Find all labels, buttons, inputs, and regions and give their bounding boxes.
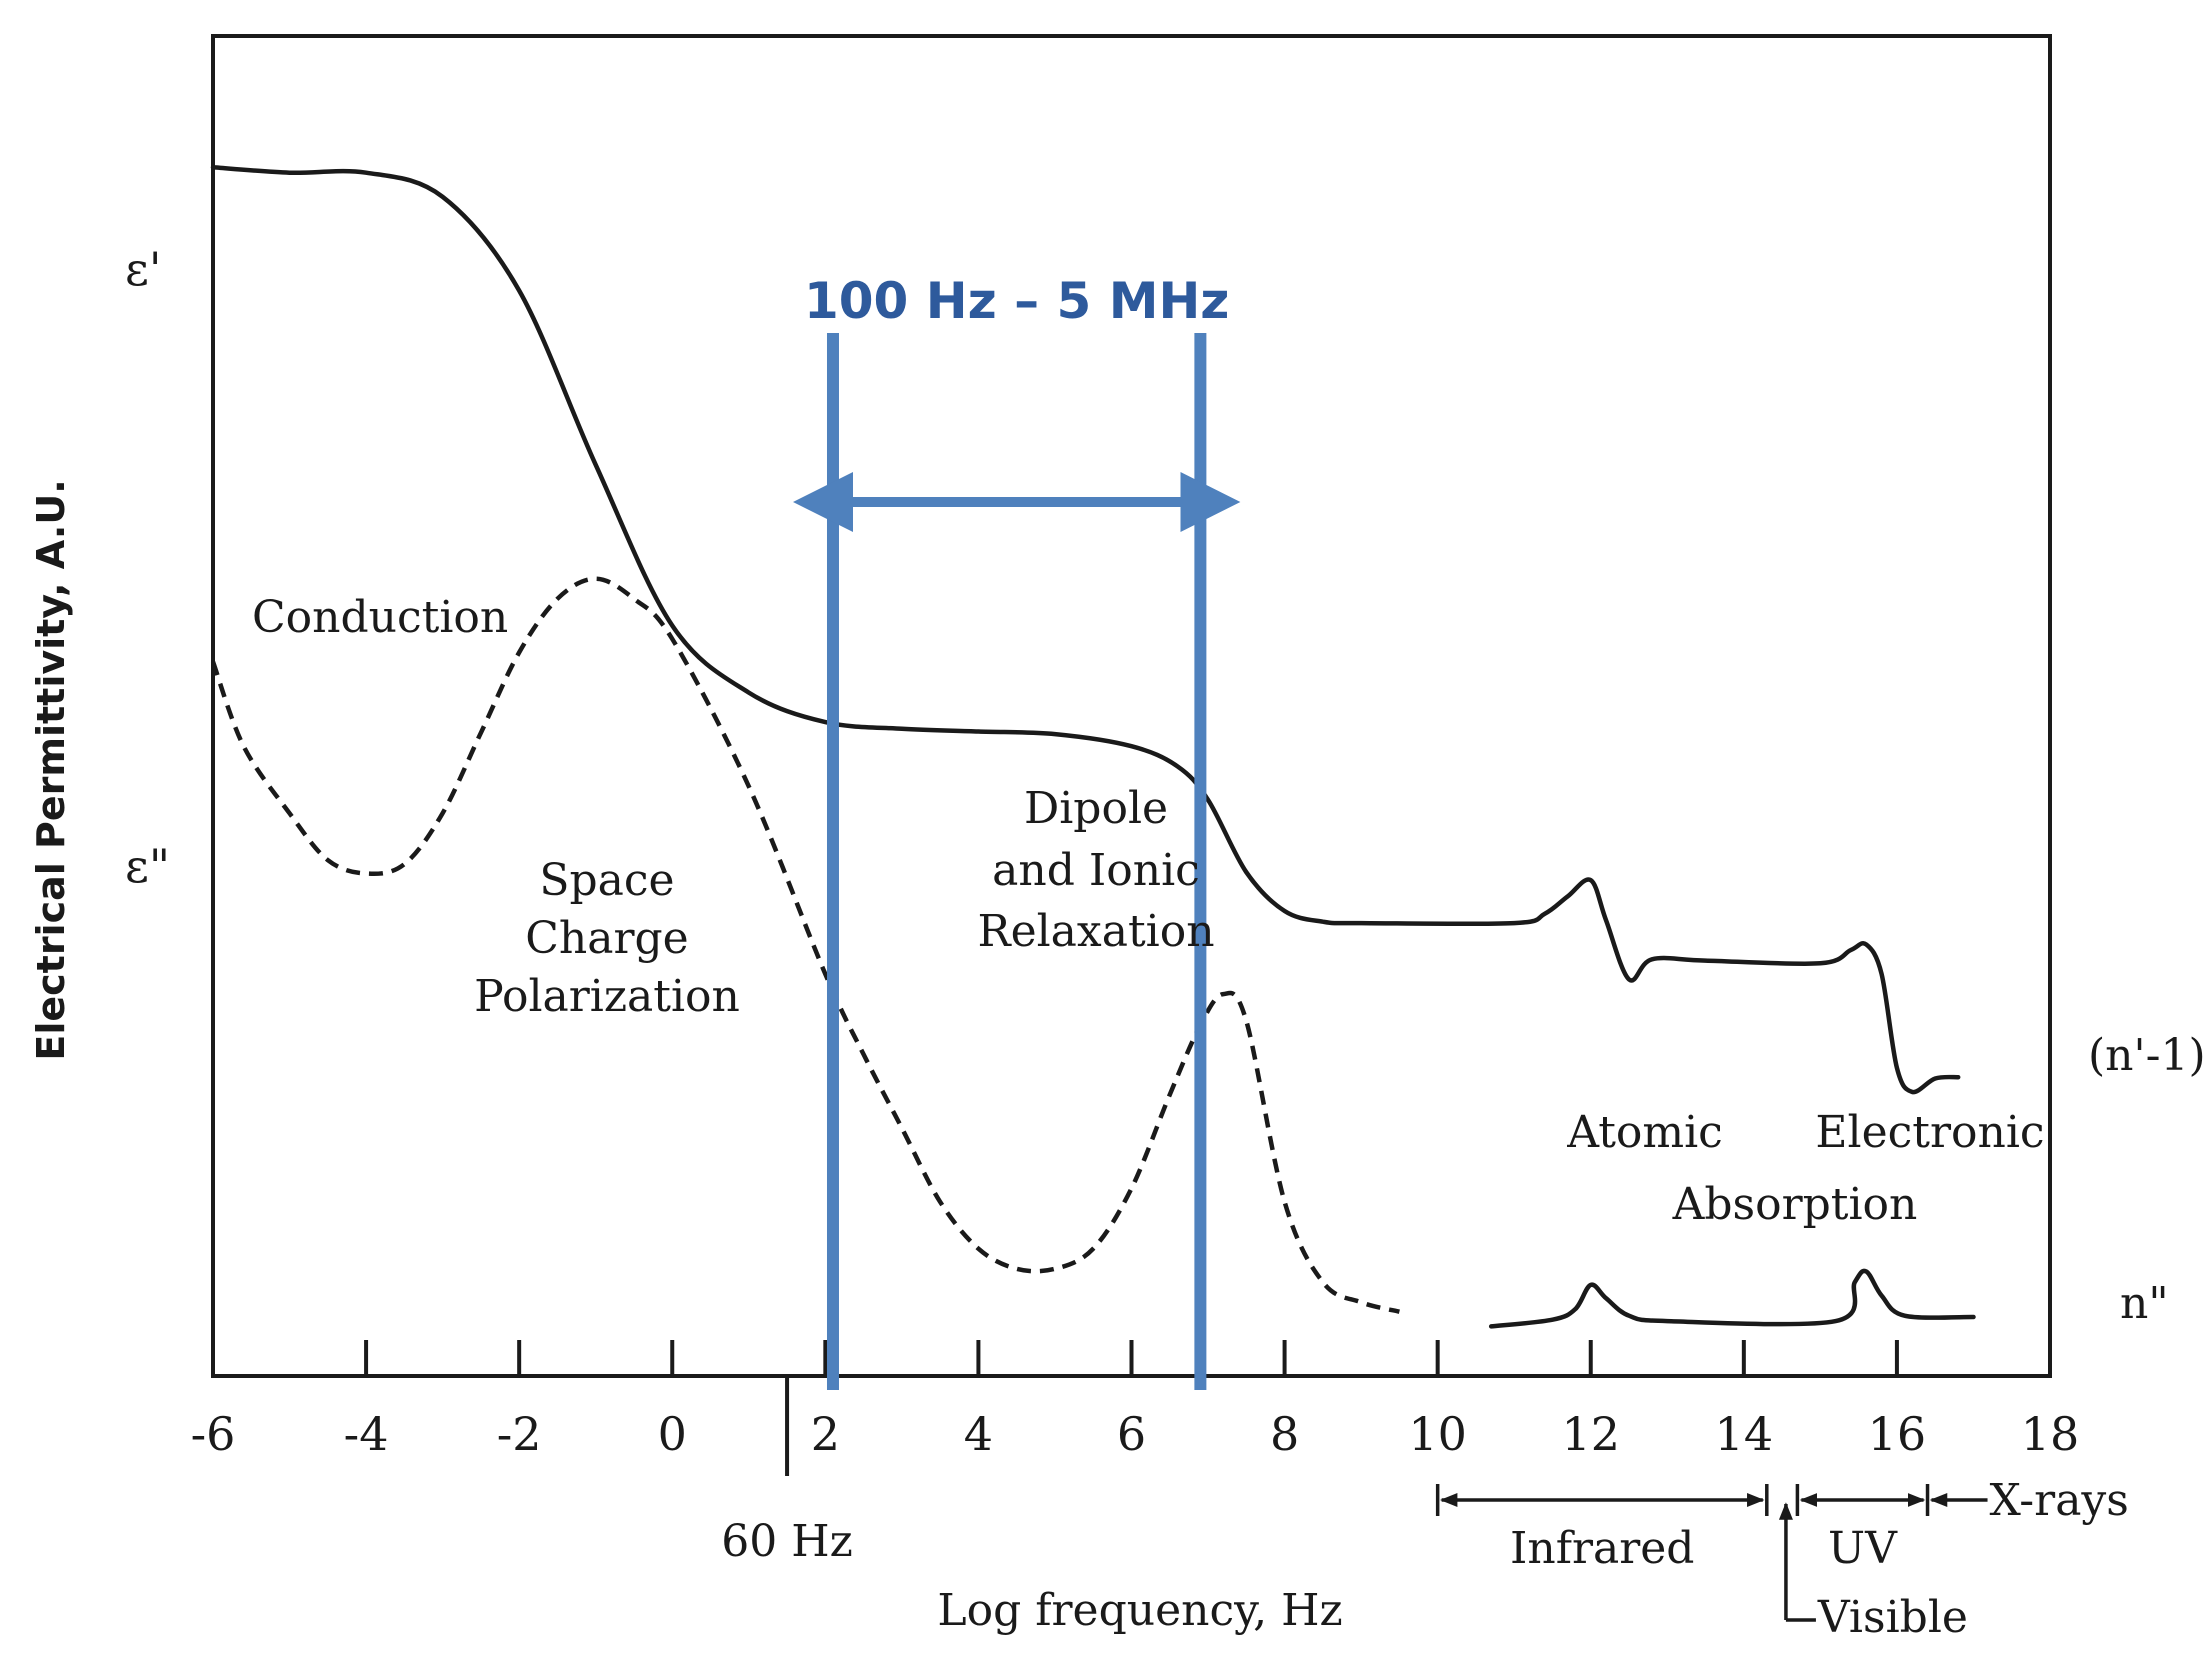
band-label: 100 Hz – 5 MHz — [804, 272, 1229, 330]
annotation-atomic: Atomic — [1566, 1107, 1723, 1158]
y-axis-label: Electrical Permittivity, A.U. — [29, 479, 73, 1060]
annotation-dipole-line1: Dipole — [1024, 783, 1168, 834]
annotation-dipole-line2: and Ionic — [992, 845, 1200, 896]
annotation-dipole-line3: Relaxation — [977, 906, 1214, 957]
marker-60hz-label: 60 Hz — [721, 1516, 853, 1567]
x-tick-labels: -6 -4 -2 0 2 4 6 8 10 12 14 16 18 — [191, 1407, 2080, 1461]
x-tick-label-0: -6 — [191, 1407, 236, 1461]
frequency-band: 100 Hz – 5 MHz — [792, 272, 1241, 1390]
x-tick-label-6: 6 — [1117, 1407, 1146, 1461]
series-layer — [210, 165, 1976, 1329]
xrays-label: X-rays — [1990, 1475, 2129, 1526]
x-tick-label-11: 16 — [1868, 1407, 1927, 1461]
x-tick-label-10: 14 — [1715, 1407, 1774, 1461]
x-axis-label: Log frequency, Hz — [937, 1585, 1342, 1636]
visible-label: Visible — [1817, 1592, 1968, 1643]
uv-label: UV — [1828, 1523, 1898, 1574]
annotation-space-charge-line3: Polarization — [474, 971, 740, 1022]
label-n-double: n" — [2120, 1278, 2169, 1329]
x-tick-label-12: 18 — [2021, 1407, 2080, 1461]
x-ticks — [364, 1340, 1899, 1376]
x-tick-label-3: 0 — [658, 1407, 687, 1461]
x-tick-label-5: 4 — [964, 1407, 993, 1461]
x-tick-label-1: -4 — [344, 1407, 389, 1461]
y-label-eps-double: ε" — [125, 839, 170, 893]
x-tick-label-2: -2 — [497, 1407, 542, 1461]
annotation-absorption: Absorption — [1672, 1179, 1918, 1230]
x-tick-label-7: 8 — [1270, 1407, 1299, 1461]
annotation-electronic: Electronic — [1815, 1107, 2044, 1158]
x-tick-label-9: 12 — [1561, 1407, 1620, 1461]
x-tick-label-8: 10 — [1408, 1407, 1467, 1461]
plot-frame — [211, 34, 2052, 1378]
series-eps-double-curve — [210, 576, 1400, 1314]
x-tick-label-4: 2 — [811, 1407, 840, 1461]
infrared-label: Infrared — [1510, 1523, 1695, 1574]
series-n-double-curve — [1488, 1268, 1976, 1329]
spectral-ranges: Infrared UV X-rays Visible — [1435, 1475, 2129, 1643]
label-n-prime: (n'-1) — [2088, 1030, 2206, 1081]
annotation-conduction: Conduction — [252, 592, 508, 643]
annotation-space-charge-line2: Charge — [525, 913, 688, 964]
y-label-eps-prime: ε' — [125, 242, 161, 296]
series-eps-prime-curve — [210, 165, 1961, 1095]
annotation-space-charge-line1: Space — [539, 855, 674, 906]
